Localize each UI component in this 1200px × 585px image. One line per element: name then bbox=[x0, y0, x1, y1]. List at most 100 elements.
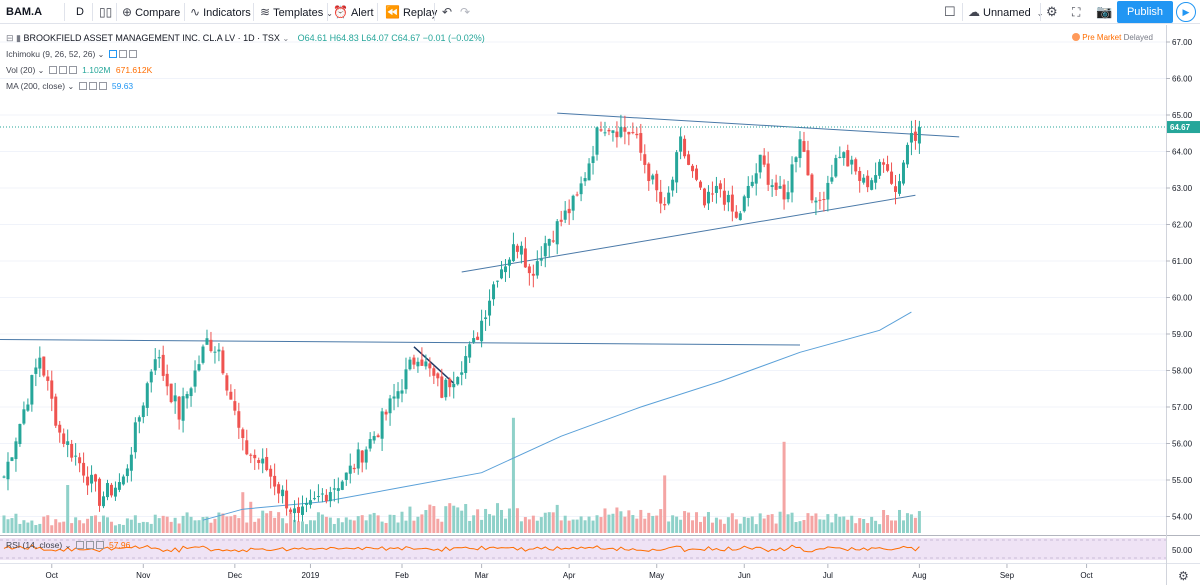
gear-icon[interactable] bbox=[85, 541, 94, 549]
candle-body bbox=[515, 245, 519, 252]
candle-body bbox=[623, 127, 627, 132]
volume-bar bbox=[710, 522, 714, 533]
toolbar-divider bbox=[116, 3, 117, 21]
chevron-down-icon[interactable]: ⌄ bbox=[282, 34, 290, 43]
volume-bar bbox=[46, 515, 50, 533]
candle-body bbox=[898, 181, 901, 194]
eye-icon[interactable] bbox=[108, 50, 117, 58]
symbol-search[interactable]: BAM.A bbox=[6, 6, 43, 18]
volume-bar bbox=[428, 504, 432, 533]
candle-body bbox=[149, 371, 153, 383]
price-tick-label: 65.00 bbox=[1172, 111, 1193, 120]
candle-body bbox=[396, 391, 400, 399]
eye-icon[interactable] bbox=[78, 82, 87, 90]
trendline-flag-line bbox=[413, 346, 455, 384]
candle-body bbox=[599, 129, 603, 131]
candle bbox=[468, 341, 472, 363]
volume-bar bbox=[412, 520, 416, 533]
volume-legend[interactable]: Vol (20) ⌄ 1.102M 671.612K bbox=[6, 65, 152, 75]
candle-body bbox=[105, 483, 109, 498]
interval-button[interactable]: D bbox=[76, 6, 84, 18]
gear-icon[interactable] bbox=[58, 66, 67, 74]
templates-button[interactable]: ≋ Templates ⌄ bbox=[260, 0, 336, 24]
candle-body bbox=[324, 494, 328, 502]
fullscreen-toggle[interactable]: ☐ bbox=[944, 0, 959, 24]
candle-body bbox=[344, 472, 348, 480]
collapse-icon[interactable]: ⊟ ▮ bbox=[6, 33, 21, 43]
close-icon[interactable] bbox=[68, 66, 77, 74]
candle-body bbox=[90, 474, 94, 484]
eye-icon[interactable] bbox=[75, 541, 84, 549]
play-icon[interactable]: ▶ bbox=[1176, 2, 1196, 22]
candle bbox=[818, 191, 822, 210]
price-tick-label: 56.00 bbox=[1172, 440, 1193, 449]
candle-body bbox=[774, 182, 778, 190]
undo-button[interactable]: ↶ bbox=[442, 0, 455, 24]
volume-bar bbox=[738, 523, 742, 533]
candle-body bbox=[42, 356, 46, 376]
replay-button[interactable]: ⏪ Replay bbox=[385, 0, 437, 24]
candle bbox=[412, 354, 416, 370]
gear-icon[interactable] bbox=[118, 50, 127, 58]
candle bbox=[730, 185, 734, 222]
candle bbox=[894, 174, 898, 205]
candle-body bbox=[492, 284, 496, 300]
volume-bar bbox=[611, 513, 615, 533]
rsi-band bbox=[0, 535, 1200, 564]
candle-body bbox=[531, 273, 535, 276]
layout-menu[interactable]: ☁Unnamed⌄ bbox=[968, 0, 1046, 24]
chart-type-button[interactable]: ▯▯ bbox=[99, 0, 115, 24]
settings-button[interactable]: ⚙ bbox=[1046, 0, 1061, 24]
candle bbox=[229, 384, 233, 400]
candle-body bbox=[738, 213, 742, 220]
volume-value: 1.102M bbox=[82, 65, 111, 75]
snapshot-button[interactable]: 📷 bbox=[1096, 0, 1115, 24]
candle bbox=[320, 488, 324, 503]
publish-button[interactable]: Publish bbox=[1117, 1, 1173, 23]
candle bbox=[862, 174, 866, 185]
candle bbox=[98, 477, 102, 512]
volume-bar bbox=[277, 512, 281, 533]
candle-body bbox=[559, 219, 563, 222]
chevron-down-icon[interactable]: ⌄ bbox=[64, 541, 72, 550]
eye-icon[interactable] bbox=[48, 66, 57, 74]
chevron-down-icon[interactable]: ⌄ bbox=[97, 50, 105, 59]
ma-legend[interactable]: MA (200, close) ⌄ 59.63 bbox=[6, 81, 133, 91]
gear-icon[interactable] bbox=[88, 82, 97, 90]
toolbar-divider bbox=[64, 3, 65, 21]
candle-body bbox=[14, 441, 18, 460]
candle-body bbox=[778, 186, 782, 189]
price-chart[interactable]: 54.00 55.00 56.00 57.00 58.00 59.00 60.00 61.00… bbox=[0, 25, 1200, 585]
close-icon[interactable] bbox=[98, 82, 107, 90]
ichimoku-legend[interactable]: Ichimoku (9, 26, 52, 26) ⌄ bbox=[6, 49, 137, 59]
close-icon[interactable] bbox=[128, 50, 137, 58]
candle bbox=[281, 485, 285, 504]
last-price-label: 64.67 bbox=[1170, 123, 1191, 132]
compare-button[interactable]: ⊕ Compare bbox=[122, 0, 180, 24]
candle-body bbox=[794, 157, 798, 163]
candle bbox=[66, 429, 70, 458]
candle bbox=[738, 210, 742, 221]
rsi-legend[interactable]: RSI (14, close) ⌄ 57.96 bbox=[6, 540, 130, 550]
candle bbox=[890, 162, 894, 185]
fullscreen-button[interactable]: ⛶ bbox=[1072, 0, 1083, 24]
chevron-down-icon[interactable]: ⌄ bbox=[67, 82, 75, 91]
rsi-tick-label: 50.00 bbox=[1172, 546, 1193, 555]
close-icon[interactable] bbox=[95, 541, 104, 549]
alert-button[interactable]: ⏰ Alert bbox=[333, 0, 374, 24]
price-tick-label: 61.00 bbox=[1172, 257, 1193, 266]
candle bbox=[165, 364, 169, 396]
volume-bar bbox=[62, 521, 66, 533]
candle bbox=[237, 402, 241, 439]
candle-body bbox=[289, 509, 293, 512]
volume-bar bbox=[734, 519, 738, 533]
candle-body bbox=[882, 162, 886, 165]
indicators-button[interactable]: ∿ Indicators bbox=[190, 0, 251, 24]
volume-bar bbox=[328, 517, 332, 533]
candle-body bbox=[237, 411, 241, 428]
candle bbox=[695, 164, 699, 182]
redo-button[interactable]: ↷ bbox=[460, 0, 473, 24]
chevron-down-icon[interactable]: ⌄ bbox=[37, 66, 45, 75]
volume-bar bbox=[245, 522, 249, 533]
volume-bar bbox=[436, 518, 440, 533]
